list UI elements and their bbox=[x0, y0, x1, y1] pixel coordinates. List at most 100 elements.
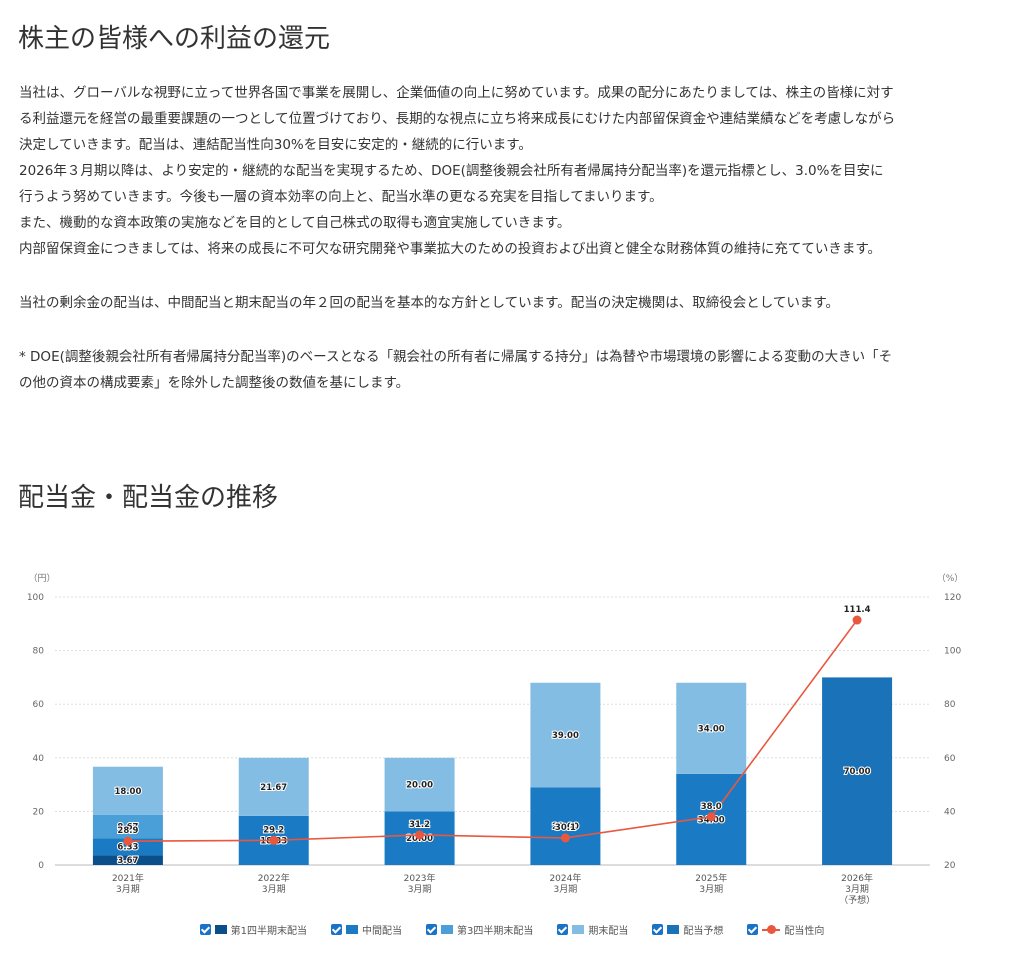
legend-swatch bbox=[346, 925, 358, 934]
category-label: 2026年 bbox=[841, 872, 873, 884]
bar-segment bbox=[384, 757, 455, 812]
bar-segment bbox=[530, 682, 601, 788]
right-tick-label: 100 bbox=[944, 647, 961, 657]
legend-item[interactable]: 第1四半期末配当 bbox=[199, 922, 307, 937]
right-tick-label: 60 bbox=[944, 754, 956, 764]
bar-segment bbox=[92, 855, 163, 865]
text-line: る利益還元を経営の最重要課題の一つとして位置づけており、長期的な視点に立ち将来成… bbox=[19, 111, 896, 127]
category-label: 3月期 bbox=[554, 884, 578, 895]
payout-ratio-label: 38.0 bbox=[701, 802, 722, 812]
legend-label: 第1四半期末配当 bbox=[230, 926, 307, 937]
bar-segment bbox=[92, 766, 163, 815]
bar-value-label: 29.00 bbox=[552, 822, 579, 832]
text-line: 決定していきます。配当は、連結配当性向30%を目安に安定的・継続的に行います。 bbox=[19, 137, 532, 153]
text-line: の他の資本の構成要素」を除外した調整後の数値を基にします。 bbox=[19, 375, 410, 391]
text-line: 当社の剰余金の配当は、中間配当と期末配当の年２回の配当を基本的な方針としています… bbox=[19, 295, 839, 311]
bar-segment bbox=[238, 757, 309, 816]
text-line: 行うよう努めていきます。今後も一層の資本効率の向上と、配当水準の更なる充実を目指… bbox=[19, 189, 663, 205]
left-tick-label: 0 bbox=[38, 861, 44, 871]
left-tick-label: 100 bbox=[27, 593, 44, 603]
legend-item[interactable]: 中間配当 bbox=[331, 922, 402, 937]
chart-svg: （円） （%） 0 20 20 40 40 60 60 80 80 100 100 120 3.67 6.33… bbox=[27, 573, 964, 906]
dividend-chart: （円） （%） 0 20 20 40 40 60 60 80 80 100 100 120 3.67 6.33… bbox=[0, 560, 1024, 958]
checkbox-icon[interactable] bbox=[426, 924, 437, 935]
category-label: 2021年 bbox=[112, 872, 144, 884]
bar-segment bbox=[676, 682, 747, 774]
bar-value-label: 21.67 bbox=[260, 783, 287, 793]
text-line: 2026年３月期以降は、より安定的・継続的な配当を実現するため、DOE(調整後親… bbox=[19, 163, 884, 179]
right-tick-label: 20 bbox=[944, 861, 956, 871]
right-tick-label: 120 bbox=[944, 593, 961, 603]
checkbox-icon[interactable] bbox=[331, 924, 342, 935]
bar-value-label: 39.00 bbox=[552, 731, 579, 741]
payout-ratio-label: 111.4 bbox=[844, 605, 871, 615]
category-label: 3月期 bbox=[699, 884, 723, 895]
left-tick-label: 80 bbox=[33, 647, 45, 657]
checkbox-icon[interactable] bbox=[557, 924, 569, 935]
category-label: 2022年 bbox=[258, 872, 290, 884]
category-label: 3月期 bbox=[116, 884, 140, 895]
text-line: 当社は、グローバルな視野に立って世界各国で事業を展開し、企業価値の向上に努めてい… bbox=[19, 85, 894, 101]
category-label: 3月期 bbox=[845, 884, 869, 895]
bar-segment bbox=[822, 677, 893, 865]
bar-value-label: 70.00 bbox=[844, 767, 871, 777]
right-tick-label: 80 bbox=[944, 700, 956, 710]
legend-label: 中間配当 bbox=[362, 926, 402, 937]
chart-legend: 第1四半期末配当 中間配当 第3四半期末配当 期末配当 配当予想 配当性向 bbox=[0, 922, 1024, 937]
checkbox-icon[interactable] bbox=[652, 924, 664, 935]
legend-item[interactable]: 配当予想 bbox=[652, 922, 723, 937]
legend-label: 配当予想 bbox=[683, 926, 724, 937]
category-label: 2023年 bbox=[404, 872, 436, 884]
payout-ratio-point bbox=[269, 835, 279, 845]
legend-swatch bbox=[441, 925, 453, 934]
bar-value-label: 8.67 bbox=[117, 823, 138, 833]
line-marker-icon bbox=[762, 925, 781, 934]
legend-label: 配当性向 bbox=[784, 926, 825, 937]
legend-swatch bbox=[214, 925, 227, 934]
bar-value-label: 20.00 bbox=[406, 781, 433, 791]
category-label: （予想） bbox=[839, 894, 875, 906]
left-tick-label: 40 bbox=[33, 754, 45, 764]
bar-segment bbox=[92, 814, 163, 839]
bar-value-label: 34.00 bbox=[698, 724, 725, 734]
text-line: * DOE(調整後親会社所有者帰属持分配当率)のベースとなる「親会社の所有者に帰… bbox=[19, 349, 893, 365]
payout-ratio-label: 31.2 bbox=[409, 820, 430, 830]
category-label: 3月期 bbox=[408, 884, 432, 895]
section-title-dividend-trend: 配当金・配当金の推移 bbox=[18, 483, 279, 513]
payout-ratio-point bbox=[560, 833, 570, 843]
payout-ratio-label: 29.2 bbox=[263, 825, 284, 835]
policy-description: 当社は、グローバルな視野に立って世界各国で事業を展開し、企業価値の向上に努めてい… bbox=[19, 80, 1009, 262]
payout-ratio-label: 28.9 bbox=[117, 826, 138, 836]
bar-segment bbox=[92, 838, 163, 856]
bar-segment bbox=[530, 787, 601, 865]
category-label: 2024年 bbox=[549, 872, 581, 884]
left-tick-label: 20 bbox=[33, 807, 45, 817]
legend-label: 期末配当 bbox=[588, 926, 629, 937]
legend-swatch bbox=[667, 925, 680, 934]
legend-item[interactable]: 配当性向 bbox=[747, 922, 824, 937]
payout-ratio-point bbox=[852, 615, 862, 625]
left-tick-label: 60 bbox=[33, 700, 45, 710]
right-tick-label: 40 bbox=[944, 807, 956, 817]
legend-label: 第3四半期末配当 bbox=[457, 926, 534, 937]
doe-footnote: * DOE(調整後親会社所有者帰属持分配当率)のベースとなる「親会社の所有者に帰… bbox=[19, 344, 1009, 396]
legend-swatch bbox=[572, 925, 585, 934]
bar-value-label: 6.33 bbox=[117, 843, 138, 853]
payout-ratio-point bbox=[706, 812, 716, 822]
section-title-shareholder-returns: 株主の皆様への利益の還元 bbox=[18, 24, 331, 54]
category-label: 3月期 bbox=[262, 884, 286, 895]
legend-item[interactable]: 期末配当 bbox=[557, 922, 628, 937]
left-axis-unit: （円） bbox=[28, 573, 55, 584]
category-label: 2025年 bbox=[695, 872, 727, 884]
text-line: また、機動的な資本政策の実施などを目的として自己株式の取得も適宜実施していきます… bbox=[19, 215, 571, 231]
dividend-policy-text: 当社の剰余金の配当は、中間配当と期末配当の年２回の配当を基本的な方針としています… bbox=[19, 290, 1009, 316]
checkbox-icon[interactable] bbox=[747, 924, 759, 935]
right-axis-unit: （%） bbox=[937, 573, 964, 584]
checkbox-icon[interactable] bbox=[199, 924, 211, 935]
payout-ratio-label: 30.1 bbox=[555, 823, 576, 833]
payout-ratio-line bbox=[127, 619, 858, 842]
text-line: 内部留保資金につきましては、将来の成長に不可欠な研究開発や事業拡大のための投資お… bbox=[19, 241, 881, 257]
bar-value-label: 3.67 bbox=[117, 856, 138, 866]
legend-item[interactable]: 第3四半期末配当 bbox=[426, 922, 533, 937]
payout-ratio-point bbox=[415, 830, 425, 840]
